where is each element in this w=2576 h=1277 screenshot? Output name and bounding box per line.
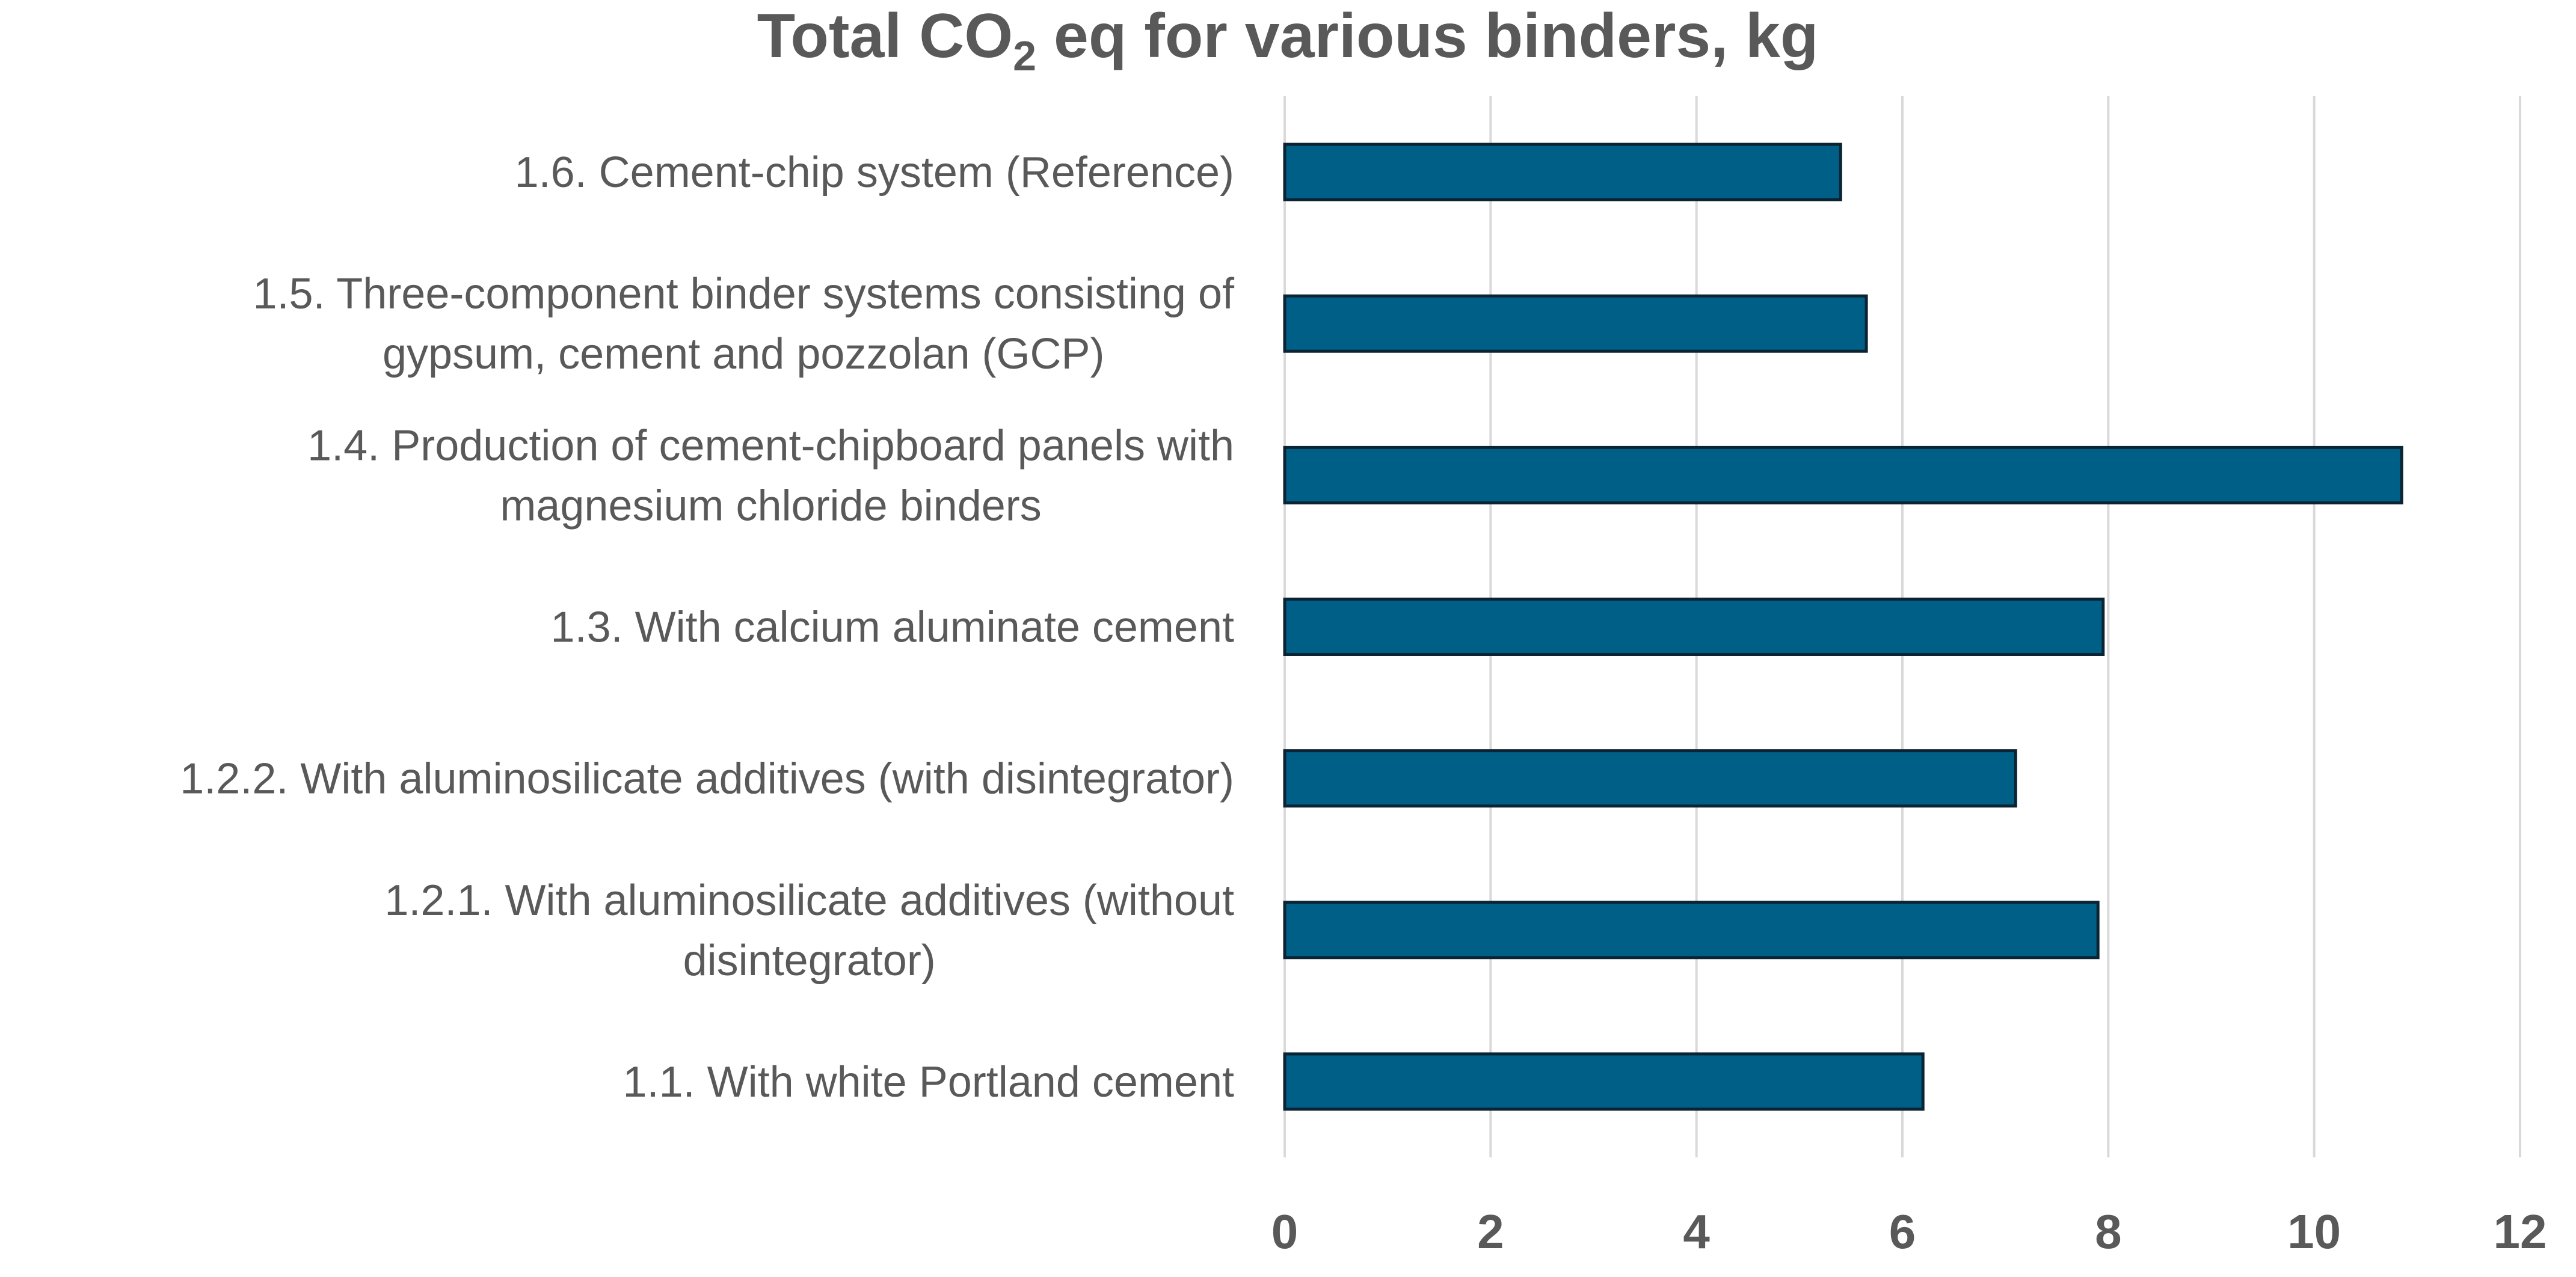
- chart-title-subscript: 2: [1013, 32, 1036, 79]
- bar-6: [1283, 901, 2100, 960]
- bar-1: [1283, 142, 1842, 201]
- category-label-3: 1.4. Production of cement-chipboard pane…: [307, 421, 1234, 530]
- category-label-1: 1.6. Cement-chip system (Reference): [515, 149, 1234, 197]
- x-tick-label-2: 2: [1477, 1205, 1504, 1258]
- bar-7: [1283, 1052, 1925, 1111]
- bar-2: [1283, 294, 1868, 353]
- category-label-2: 1.5. Three-component binder systems cons…: [253, 270, 1235, 378]
- bars: [1283, 142, 2403, 1111]
- bar-3: [1283, 446, 2403, 504]
- x-tick-label-4: 4: [1683, 1205, 1710, 1258]
- chart-title-main: Total CO: [757, 1, 1013, 71]
- bar-5: [1283, 749, 2017, 808]
- category-label-4: 1.3. With calcium aluminate cement: [551, 604, 1234, 652]
- x-axis-tick-labels: 0 2 4 6 8 10 12: [1271, 1205, 2547, 1258]
- category-labels: 1.6. Cement-chip system (Reference) 1.5. …: [180, 149, 1235, 1106]
- category-label-5: 1.2.2. With aluminosilicate additives (w…: [180, 755, 1234, 803]
- category-label-6: 1.2.1. With aluminosilicate additives (w…: [384, 877, 1234, 985]
- x-tick-label-8: 8: [2095, 1205, 2122, 1258]
- chart-title: Total CO2 eq for various binders, kg: [757, 1, 1819, 79]
- chart-title-rest: eq for various binders, kg: [1036, 1, 1818, 71]
- x-tick-label-6: 6: [1889, 1205, 1916, 1258]
- bar-4: [1283, 598, 2105, 656]
- x-tick-label-0: 0: [1271, 1205, 1299, 1258]
- x-tick-label-12: 12: [2494, 1205, 2547, 1258]
- x-tick-label-10: 10: [2287, 1205, 2341, 1258]
- category-label-7: 1.1. With white Portland cement: [623, 1058, 1234, 1106]
